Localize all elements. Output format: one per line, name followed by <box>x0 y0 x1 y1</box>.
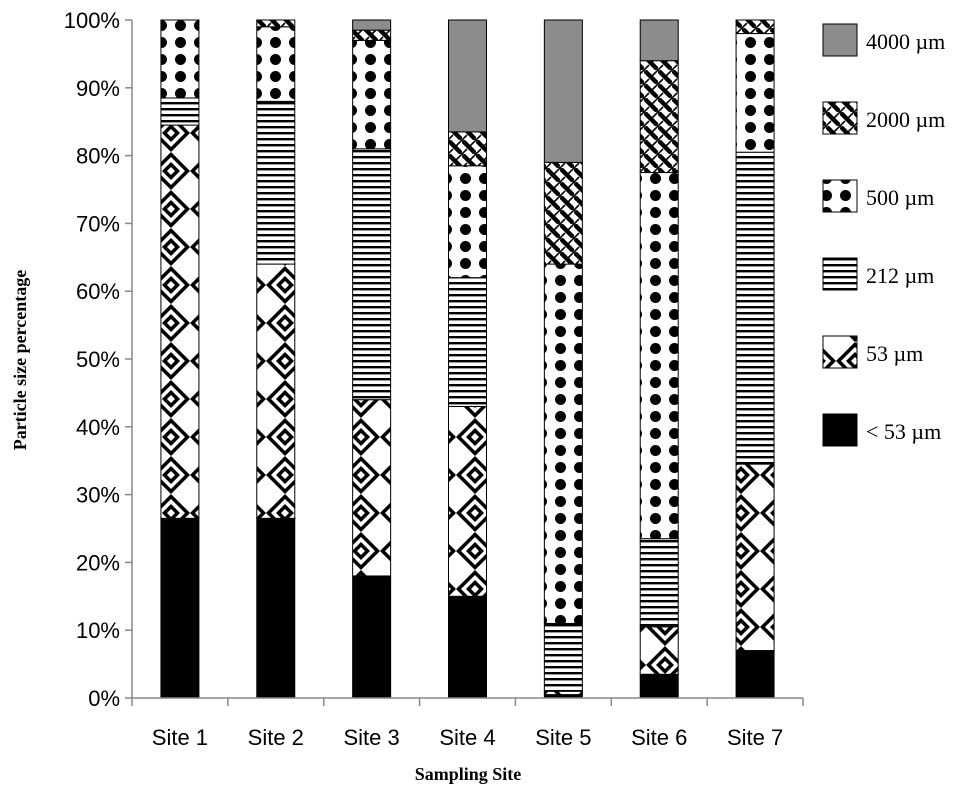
x-tick-label: Site 3 <box>344 725 400 750</box>
bars-layer <box>160 19 775 699</box>
y-tick-label: 60% <box>76 279 120 304</box>
y-tick-label: 40% <box>76 415 120 440</box>
y-tick-label: 20% <box>76 550 120 575</box>
bar-segment-site-2-1 <box>256 263 296 519</box>
bar-segment-site-3-3 <box>352 39 392 150</box>
x-axis-title: Sampling Site <box>415 764 522 784</box>
bar-segment-site-6-3 <box>639 172 679 540</box>
bar-segment-site-3-0 <box>352 575 392 699</box>
bar-segment-site-1-3 <box>160 19 200 99</box>
bar-segment-site-4-0 <box>448 595 487 699</box>
x-tick-label: Site 5 <box>535 725 591 750</box>
x-tick-label: Site 2 <box>248 725 304 750</box>
bar-segment-site-2-3 <box>256 26 296 102</box>
bar-segment-site-4-4 <box>448 131 487 167</box>
bar-segment-site-3-1 <box>352 399 392 577</box>
bar-segment-site-6-0 <box>639 673 679 699</box>
y-tick-label: 30% <box>76 483 120 508</box>
x-tick-label: Site 1 <box>152 725 208 750</box>
bar-segment-site-4-5 <box>448 19 487 133</box>
bar-segment-site-6-2 <box>639 538 679 628</box>
legend-swatch <box>822 179 858 213</box>
bar-segment-site-2-2 <box>256 100 296 265</box>
y-tick-label: 90% <box>76 76 120 101</box>
legend-swatch <box>822 413 858 447</box>
legend-swatch <box>822 335 858 369</box>
legend-label: 53 µm <box>866 341 923 366</box>
bar-segment-site-4-3 <box>448 165 487 279</box>
bar-segment-site-2-0 <box>256 517 296 699</box>
bar-segment-site-4-1 <box>448 405 487 597</box>
legend-label: < 53 µm <box>866 419 941 444</box>
bar-segment-site-3-5 <box>352 19 392 31</box>
bar-segment-site-5-3 <box>543 263 583 624</box>
bar-segment-site-3-4 <box>352 29 392 41</box>
y-tick-label: 100% <box>64 8 120 33</box>
bar-segment-site-7-4 <box>735 19 775 35</box>
y-tick-label: 50% <box>76 347 120 372</box>
bar-segment-site-6-5 <box>639 19 679 62</box>
legend-swatch <box>822 23 858 57</box>
bar-segment-site-7-0 <box>735 650 775 699</box>
legend-swatch <box>822 257 858 291</box>
legend-label: 4000 µm <box>866 29 945 54</box>
bar-segment-site-1-0 <box>160 517 200 699</box>
legend: 4000 µm 2000 µm 500 µm 212 µm 53 µm < 53 µm <box>822 23 945 447</box>
x-tick-label: Site 4 <box>439 725 495 750</box>
axes-layer: 0% 10% 20% 30% 40% 50% 60% 70% 80% 90% 100% Site 1 S… <box>64 8 804 750</box>
bar-segment-site-5-5 <box>543 19 583 163</box>
legend-label: 212 µm <box>866 263 934 288</box>
y-tick-label: 0% <box>88 686 120 711</box>
bar-segment-site-1-1 <box>160 124 200 519</box>
bar-segment-site-7-1 <box>735 463 775 652</box>
legend-label: 2000 µm <box>866 107 945 132</box>
legend-swatch <box>822 101 858 135</box>
bar-segment-site-7-3 <box>735 33 775 153</box>
y-axis-title: Particle size percentage <box>10 270 30 451</box>
bar-segment-site-7-2 <box>735 151 775 465</box>
bar-segment-site-2-4 <box>256 19 296 28</box>
bar-segment-site-5-2 <box>543 622 583 692</box>
bar-segment-site-5-1 <box>543 690 583 696</box>
bar-segment-site-3-2 <box>352 148 392 401</box>
bar-segment-site-6-4 <box>639 60 679 174</box>
y-tick-label: 70% <box>76 211 120 236</box>
x-tick-label: Site 7 <box>727 725 783 750</box>
bar-segment-site-4-2 <box>448 277 487 407</box>
y-tick-label: 10% <box>76 618 120 643</box>
bar-segment-site-5-4 <box>543 161 583 265</box>
x-tick-label: Site 6 <box>631 725 687 750</box>
legend-label: 500 µm <box>866 185 934 210</box>
bar-segment-site-1-2 <box>160 97 200 126</box>
bar-segment-site-6-1 <box>639 626 679 675</box>
y-tick-label: 80% <box>76 144 120 169</box>
